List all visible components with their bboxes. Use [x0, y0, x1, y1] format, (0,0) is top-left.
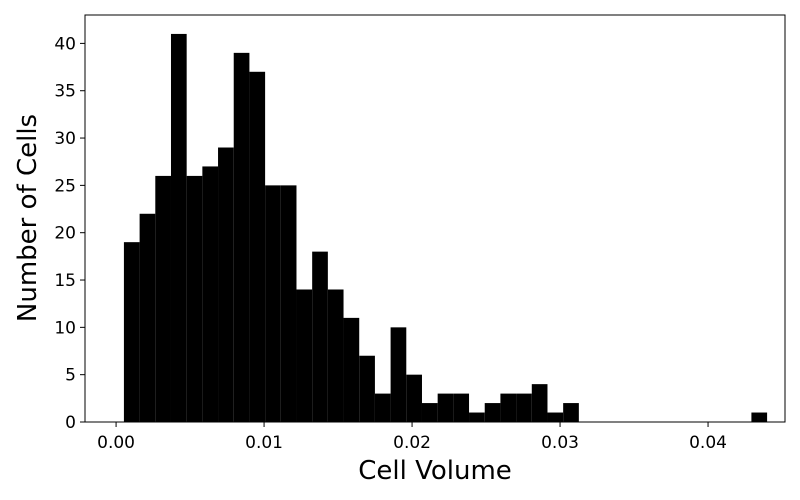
y-tick-label: 20	[54, 224, 76, 244]
y-tick-label: 40	[54, 34, 76, 54]
histogram-bar	[484, 403, 501, 422]
y-tick-label: 25	[54, 176, 76, 196]
plot-frame	[84, 14, 786, 423]
histogram-bar	[469, 412, 485, 422]
x-axis-ticks: 0.00 0.01 0.02 0.03 0.04	[97, 422, 727, 453]
histogram-bar	[265, 185, 281, 422]
histogram-bar	[390, 327, 407, 422]
x-axis-label: Cell Volume	[358, 456, 512, 486]
histogram-bar	[437, 393, 454, 422]
histogram-bar	[186, 175, 203, 422]
histogram-bar	[155, 175, 171, 422]
x-tick-label: 0.01	[245, 433, 283, 453]
histogram-bar	[139, 213, 156, 422]
histogram-bar	[327, 289, 344, 422]
histogram-bar	[751, 412, 768, 422]
histogram-bar	[563, 403, 579, 422]
x-tick-label: 0.04	[689, 433, 727, 453]
histogram-bar	[202, 166, 219, 422]
histogram-bar	[170, 33, 187, 423]
x-tick-label: 0.00	[97, 433, 135, 453]
histogram-bar	[500, 393, 517, 422]
histogram-bar	[374, 393, 391, 422]
histogram-bar	[406, 374, 422, 422]
y-tick-label: 5	[65, 366, 76, 386]
histogram-bar	[547, 412, 564, 422]
histogram-bar	[453, 393, 470, 422]
histogram-bar	[359, 355, 375, 422]
y-tick-label: 35	[54, 82, 76, 102]
y-axis-label: Number of Cells	[13, 114, 43, 322]
x-tick-label: 0.03	[541, 433, 579, 453]
histogram-bar	[218, 147, 234, 422]
y-axis-ticks: 0 5 10 15 20 25 30 35 40	[54, 34, 85, 433]
histogram-bars	[123, 33, 768, 423]
histogram-bar	[123, 242, 140, 422]
histogram-bar	[280, 185, 297, 422]
y-tick-label: 10	[54, 318, 76, 338]
x-tick-label: 0.02	[393, 433, 431, 453]
histogram-bar	[531, 384, 548, 422]
histogram-bar	[233, 52, 250, 423]
histogram-bar	[296, 289, 313, 422]
histogram-bar	[421, 403, 438, 422]
histogram-bar	[312, 251, 328, 422]
y-tick-label: 30	[54, 129, 76, 149]
y-tick-label: 15	[54, 271, 76, 291]
histogram-bar	[343, 317, 360, 422]
y-tick-label: 0	[65, 413, 76, 433]
histogram-bar	[516, 393, 532, 422]
histogram-bar	[249, 71, 266, 422]
